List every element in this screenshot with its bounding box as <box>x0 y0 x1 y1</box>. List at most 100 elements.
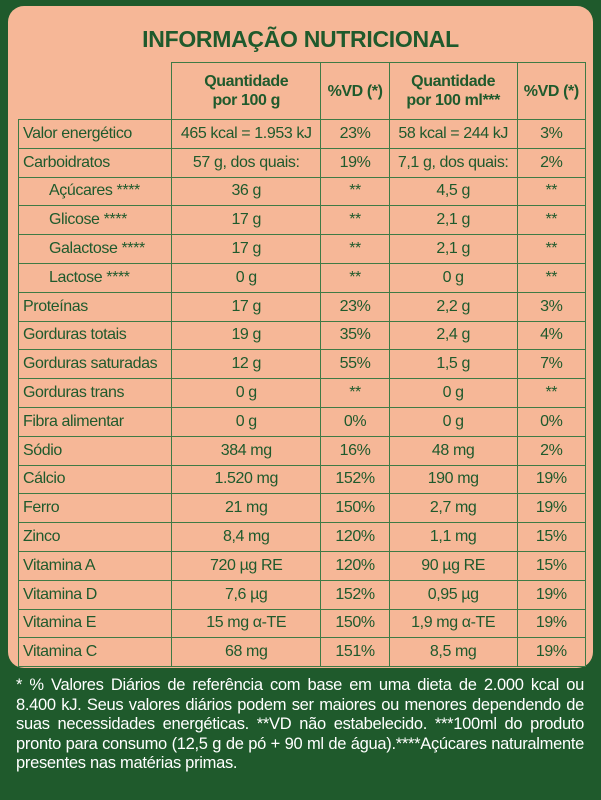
table-cell: 150% <box>320 608 390 639</box>
table-cell: 2% <box>516 147 587 178</box>
table-cell: 2,1 g <box>388 234 518 264</box>
table-cell: 120% <box>320 522 390 552</box>
table-cell: 0 g <box>171 378 322 408</box>
header-cell: %VD (*) <box>516 62 587 120</box>
table-cell: 1,1 mg <box>388 522 518 552</box>
table-cell: Vitamina C <box>17 637 173 668</box>
table-cell: 23% <box>320 119 390 149</box>
table-cell: 19 g <box>171 320 322 351</box>
table-cell: 16% <box>320 435 390 466</box>
table-cell: 15% <box>516 522 587 552</box>
table-cell: Lactose **** <box>17 262 173 293</box>
table-cell: 1.520 mg <box>171 464 322 495</box>
table-cell: 17 g <box>171 205 322 236</box>
table-cell: Vitamina E <box>17 608 173 639</box>
table-cell: Zinco <box>17 522 173 552</box>
header-text: por 100 g <box>212 92 280 109</box>
table-cell: 4% <box>516 320 587 351</box>
table-row: Zinco 8,4 mg 120% 1,1 mg 15% <box>17 522 587 552</box>
table-row: Vitamina C 68 mg 151% 8,5 mg 19% <box>17 637 587 668</box>
table-cell: 3% <box>516 119 587 149</box>
table-cell: 19% <box>320 147 390 178</box>
table-cell: 15% <box>516 550 587 581</box>
table-cell: ** <box>320 262 390 293</box>
table-cell: 2,7 mg <box>388 493 518 524</box>
table-cell: 17 g <box>171 291 322 322</box>
table-cell: 465 kcal = 1.953 kJ <box>171 119 322 149</box>
table-cell: Ferro <box>17 493 173 524</box>
table-row: Gorduras trans 0 g ** 0 g ** <box>17 378 587 408</box>
table-row: Vitamina A 720 µg RE 120% 90 µg RE 15% <box>17 550 587 581</box>
table-cell: 19% <box>516 493 587 524</box>
table-row: Ferro 21 mg 150% 2,7 mg 19% <box>17 493 587 524</box>
table-cell: 1,5 g <box>388 349 518 380</box>
table-cell: ** <box>320 205 390 236</box>
header-cell <box>18 62 173 120</box>
table-cell: 0 g <box>388 378 518 408</box>
table-cell: 90 µg RE <box>388 550 518 581</box>
table-cell: 2% <box>516 435 587 466</box>
table-cell: 0,95 µg <box>388 579 518 610</box>
table-row: Proteínas 17 g 23% 2,2 g 3% <box>17 291 587 322</box>
table-row: Valor energético 465 kcal = 1.953 kJ 23% 58… <box>17 119 587 149</box>
table-row: Cálcio 1.520 mg 152% 190 mg 19% <box>17 464 587 495</box>
table-cell: 35% <box>320 320 390 351</box>
table-cell: 7,1 g, dos quais: <box>388 147 518 178</box>
header-cell: %VD (*) <box>320 62 390 120</box>
table-cell: 150% <box>320 493 390 524</box>
table-cell: 2,1 g <box>388 205 518 236</box>
header-cell: Quantidade por 100 ml*** <box>388 62 518 120</box>
table-cell: 21 mg <box>171 493 322 524</box>
table-cell: 3% <box>516 291 587 322</box>
table-cell: 0 g <box>171 262 322 293</box>
panel: INFORMAÇÃO NUTRICIONAL Quantidade por 100… <box>8 6 593 668</box>
table-cell: Vitamina D <box>17 579 173 610</box>
table-cell: 55% <box>320 349 390 380</box>
table-cell: 57 g, dos quais: <box>171 147 322 178</box>
header-row: Quantidade por 100 g %VD (*) Quantidade por … <box>18 62 587 120</box>
table-cell: Gorduras trans <box>17 378 173 408</box>
table-cell: Glicose **** <box>17 205 173 236</box>
table-row: Sódio 384 mg 16% 48 mg 2% <box>17 435 587 466</box>
table-cell: 190 mg <box>388 464 518 495</box>
table-cell: 120% <box>320 550 390 581</box>
table-cell: 0% <box>516 406 587 437</box>
table-cell: Gorduras totais <box>17 320 173 351</box>
header-text: por 100 ml*** <box>406 92 500 109</box>
table-cell: 4,5 g <box>388 176 518 207</box>
header-text: %VD (*) <box>327 82 383 100</box>
table-cell: ** <box>320 378 390 408</box>
table-cell: ** <box>516 205 587 236</box>
table-cell: Gorduras saturadas <box>17 349 173 380</box>
table-row: Gorduras totais 19 g 35% 2,4 g 4% <box>17 320 587 351</box>
table-cell: ** <box>516 176 587 207</box>
table-cell: 2,4 g <box>388 320 518 351</box>
table-cell: Carboidratos <box>17 147 173 178</box>
table-cell: 58 kcal = 244 kJ <box>388 119 518 149</box>
table-cell: 7,6 µg <box>171 579 322 610</box>
table-cell: 1,9 mg α-TE <box>388 608 518 639</box>
table-cell: 0 g <box>171 406 322 437</box>
table-cell: 0 g <box>388 406 518 437</box>
footnote: * % Valores Diários de referência com ba… <box>16 676 584 772</box>
table-cell: ** <box>320 176 390 207</box>
table-cell: Açúcares **** <box>17 176 173 207</box>
table-cell: 19% <box>516 608 587 639</box>
table-cell: 17 g <box>171 234 322 264</box>
table-cell: Proteínas <box>17 291 173 322</box>
table-row: Gorduras saturadas 12 g 55% 1,5 g 7% <box>17 349 587 380</box>
table-cell: 7% <box>516 349 587 380</box>
header-cell: Quantidade por 100 g <box>171 62 322 120</box>
table-cell: 2,2 g <box>388 291 518 322</box>
table-cell: 152% <box>320 579 390 610</box>
table-row: Açúcares **** 36 g ** 4,5 g ** <box>17 176 587 207</box>
table-cell: 36 g <box>171 176 322 207</box>
table-cell: 23% <box>320 291 390 322</box>
header-text: Quantidade <box>204 73 289 90</box>
table-cell: 19% <box>516 637 587 668</box>
table-cell: Sódio <box>17 435 173 466</box>
table-row: Galactose **** 17 g ** 2,1 g ** <box>17 234 587 264</box>
table-cell: 48 mg <box>388 435 518 466</box>
header-text: Quantidade <box>411 73 496 90</box>
table-cell: ** <box>516 378 587 408</box>
